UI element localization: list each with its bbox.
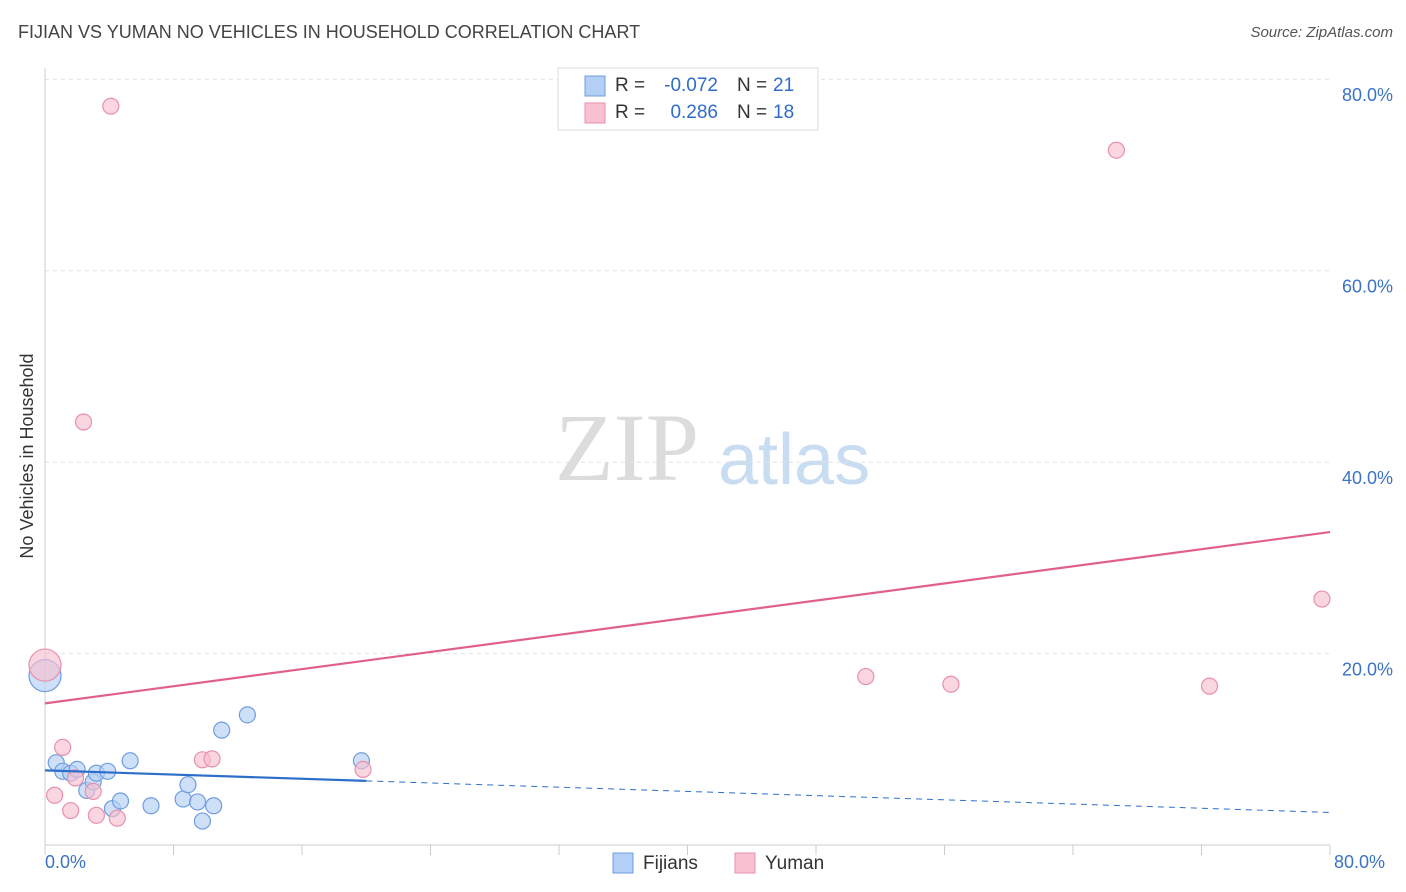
y-tick-label: 20.0% [1342, 659, 1393, 679]
point [213, 721, 231, 739]
x-tick-label: 80.0% [1334, 852, 1385, 872]
x-tick-label: 0.0% [45, 852, 86, 872]
trend-line [44, 769, 367, 782]
y-tick-label: 40.0% [1342, 468, 1393, 488]
point [28, 648, 62, 682]
legend-n-label: N = [737, 102, 767, 123]
legend-swatch [612, 852, 634, 874]
legend-swatch [584, 75, 606, 97]
point [46, 786, 64, 804]
point [108, 809, 126, 827]
legend-n-label: N = [737, 75, 767, 96]
legend-r-value: -0.072 [664, 75, 718, 96]
point [62, 801, 80, 820]
watermark: atlas [718, 420, 870, 500]
point [203, 750, 221, 768]
point [84, 782, 102, 801]
point [188, 793, 207, 811]
point [174, 790, 192, 808]
y-axis-label: No Vehicles in Household [17, 353, 37, 558]
grid [45, 78, 1330, 655]
legend-r-value: 0.286 [670, 102, 718, 123]
trend-line [366, 780, 1331, 813]
legend-n-value: 18 [773, 102, 794, 123]
point [193, 812, 212, 830]
legend-n-value: 21 [773, 75, 794, 96]
point [74, 413, 93, 431]
point [102, 97, 120, 115]
legend-swatch [734, 852, 756, 874]
legend-label: Yuman [765, 853, 824, 874]
point [238, 706, 256, 724]
point [942, 675, 960, 693]
y-tick-label: 80.0% [1342, 85, 1393, 105]
point [205, 797, 223, 815]
legend-r-label: R = [615, 102, 645, 123]
trend-lines [44, 530, 1331, 813]
points [28, 97, 1331, 830]
watermark: ZIP [555, 394, 699, 501]
legend-swatch [584, 102, 606, 124]
point [354, 760, 372, 778]
y-tick-label: 60.0% [1342, 277, 1393, 297]
legend: R = -0.072 N = 21 R = 0.286 N = 18 [584, 75, 794, 124]
point [179, 776, 197, 794]
chart-title: FIJIAN VS YUMAN NO VEHICLES IN HOUSEHOLD… [18, 22, 640, 42]
point [87, 806, 106, 824]
axes [44, 68, 1331, 855]
legend-r-label: R = [615, 75, 645, 96]
point [66, 769, 85, 787]
source: Source: ZipAtlas.com [1250, 24, 1393, 41]
point [857, 667, 875, 686]
point [1200, 677, 1219, 695]
point [111, 792, 130, 810]
legend-label: Fijians [643, 853, 698, 874]
point [1107, 141, 1125, 159]
trend-line [44, 530, 1331, 705]
point [121, 752, 139, 770]
point [142, 797, 160, 815]
point [1313, 590, 1331, 608]
point [54, 738, 72, 756]
